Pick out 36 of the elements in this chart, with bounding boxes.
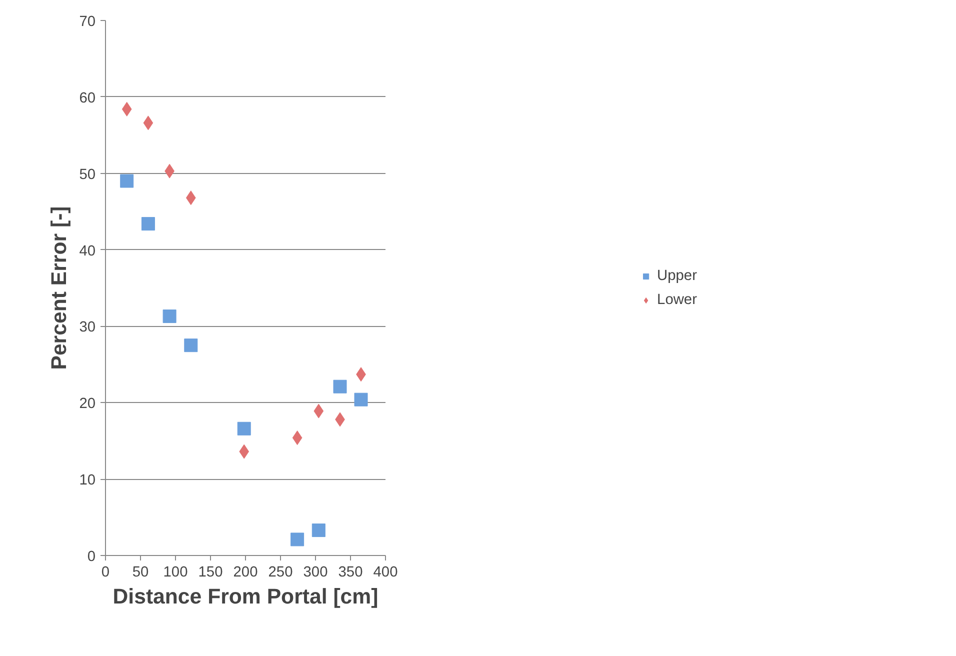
x-tick-label: 50: [132, 564, 149, 580]
x-tick-label: 300: [303, 564, 328, 580]
x-tick-label: 150: [198, 564, 223, 580]
x-tick-label: 100: [163, 564, 188, 580]
point: [122, 102, 132, 116]
point: [290, 532, 304, 546]
point: [312, 524, 326, 538]
y-tick-label: 20: [79, 396, 96, 412]
legend-label: Lower: [657, 292, 697, 308]
x-axis-title: Distance From Portal [cm]: [112, 584, 378, 608]
point: [162, 310, 176, 324]
x-tick-label: 350: [338, 564, 363, 580]
y-tick-label: 70: [79, 14, 96, 30]
y-tick-label: 30: [79, 320, 96, 336]
point: [292, 430, 302, 446]
x-tick-label: 200: [233, 564, 258, 580]
y-axis-title: Percent Error [-]: [47, 206, 72, 370]
point: [184, 338, 198, 352]
point: [237, 422, 251, 436]
y-tick-label: 60: [79, 90, 96, 106]
point: [333, 380, 347, 394]
x-tick-label: 250: [268, 564, 293, 580]
point: [239, 444, 250, 459]
x-tick-label: 400: [373, 564, 398, 580]
point: [354, 392, 368, 406]
point: [143, 116, 154, 130]
y-tick-label: 0: [87, 549, 96, 565]
x-tick-label: 0: [101, 564, 110, 580]
legend-label: Upper: [657, 268, 697, 284]
point: [141, 217, 155, 231]
y-tick-label: 10: [79, 472, 96, 489]
y-tick-label: 40: [79, 243, 96, 260]
point: [186, 190, 196, 206]
point: [120, 174, 134, 188]
point: [314, 404, 324, 418]
y-tick-label: 50: [79, 166, 96, 183]
